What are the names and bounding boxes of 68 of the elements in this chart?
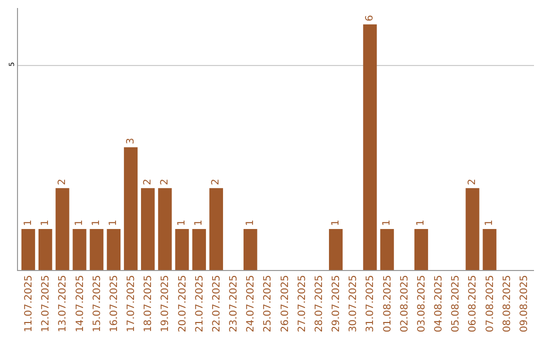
data-label: 2	[56, 178, 68, 186]
x-tick-label: 28.07.2025	[314, 275, 325, 332]
data-label: 1	[194, 220, 205, 226]
x-tick-label: 20.07.2025	[177, 275, 188, 332]
data-label: 1	[176, 220, 188, 226]
data-label: 1	[108, 220, 120, 226]
data-label: 2	[159, 178, 170, 186]
bar	[124, 147, 138, 270]
x-tick-label: 02.08.2025	[399, 275, 410, 332]
x-tick-label: 22.07.2025	[211, 275, 222, 332]
bar	[482, 229, 496, 270]
x-tick-label: 24.07.2025	[246, 275, 257, 332]
x-tick-label: 06.08.2025	[468, 275, 479, 332]
bar	[209, 188, 224, 270]
x-tick-label: 07.08.2025	[484, 275, 496, 332]
x-tick-label: 29.07.2025	[331, 275, 342, 332]
x-tick-label: 16.07.2025	[108, 275, 120, 332]
x-tick-label: 18.07.2025	[143, 275, 154, 332]
x-tick-label: 25.07.2025	[262, 275, 274, 332]
x-tick-label: 01.08.2025	[382, 275, 394, 332]
x-tick-label: 11.07.2025	[24, 275, 34, 332]
x-tick-label: 26.07.2025	[280, 275, 291, 332]
data-label: 1	[330, 220, 342, 226]
data-label: 2	[466, 178, 478, 186]
x-tick-label: 03.08.2025	[416, 275, 428, 332]
bar	[72, 229, 86, 270]
data-label: 1	[484, 220, 496, 226]
bar	[21, 229, 36, 270]
data-label: 1	[22, 220, 34, 226]
bar	[414, 229, 428, 270]
bar	[106, 229, 121, 270]
bar	[328, 229, 343, 270]
x-tick-label: 15.07.2025	[92, 275, 103, 332]
x-tick-label: 27.07.2025	[296, 275, 308, 332]
x-tick-label: 08.08.2025	[502, 275, 513, 332]
bar	[141, 188, 155, 270]
x-tick-label: 19.07.2025	[160, 275, 172, 332]
data-label: 3	[125, 138, 136, 144]
data-label: 1	[382, 220, 393, 226]
bar	[56, 188, 70, 270]
bar	[466, 188, 480, 270]
x-tick-label: 31.07.2025	[365, 275, 376, 332]
x-tick-label: 09.08.2025	[519, 275, 530, 332]
data-label: 1	[91, 220, 102, 226]
x-tick-label: 23.07.2025	[228, 275, 240, 332]
bar	[192, 229, 206, 270]
x-tick-label: 13.07.2025	[58, 275, 69, 332]
data-label: 1	[40, 220, 51, 226]
x-tick-label: 30.07.2025	[348, 275, 360, 332]
data-label: 2	[210, 178, 222, 186]
bar	[244, 229, 258, 270]
bar	[38, 229, 52, 270]
bar	[175, 229, 189, 270]
x-tick-label: 21.07.2025	[194, 275, 206, 332]
data-label: 1	[416, 220, 427, 226]
bar	[158, 188, 172, 270]
bar	[380, 229, 394, 270]
data-label: 6	[364, 15, 376, 22]
data-label: 1	[74, 220, 86, 226]
bar	[363, 24, 377, 270]
x-tick-label: 04.08.2025	[434, 275, 445, 332]
x-tick-label: 14.07.2025	[74, 275, 86, 332]
x-tick-label: 05.08.2025	[450, 275, 462, 332]
data-label: 2	[142, 178, 154, 186]
x-tick-label: 17.07.2025	[126, 275, 138, 332]
x-tick-label: 12.07.2025	[40, 275, 52, 332]
bar	[90, 229, 104, 270]
data-label: 1	[244, 220, 256, 226]
